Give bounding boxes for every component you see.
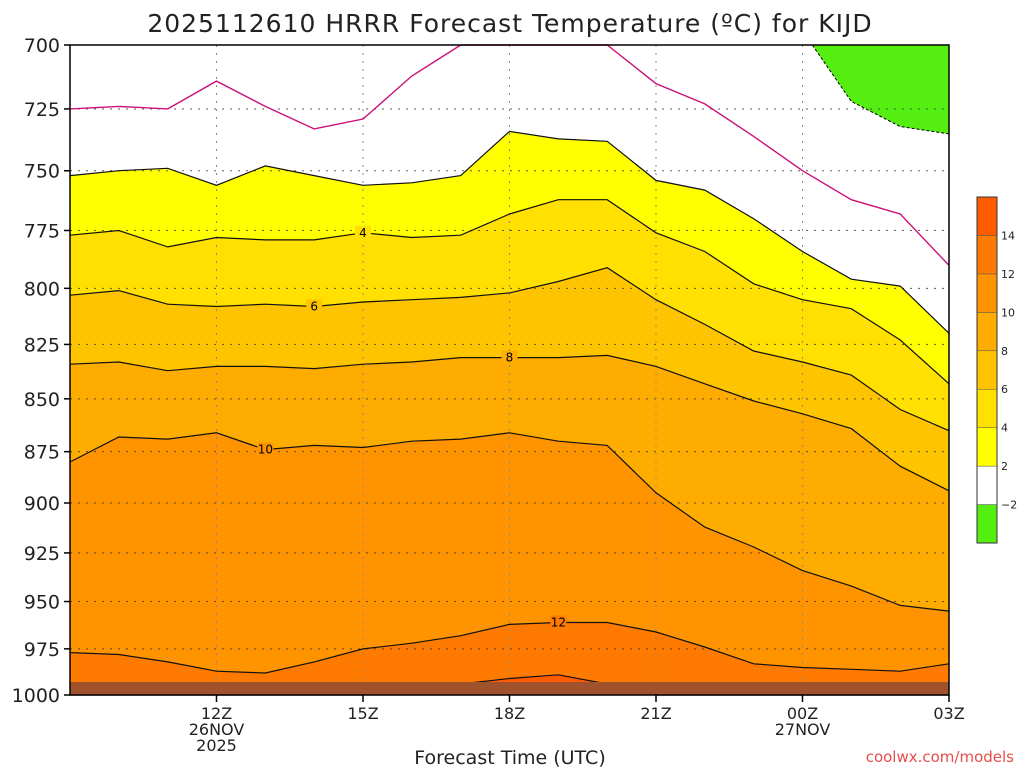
colorbar-tick-label: 12 bbox=[1001, 268, 1015, 281]
colorbar-swatch bbox=[976, 350, 998, 390]
contour-label-12: 12 bbox=[551, 616, 566, 630]
colorbar-tick-label: 4 bbox=[1001, 422, 1008, 435]
ytick-label-975: 975 bbox=[24, 639, 60, 661]
colorbar-tick-label: 14 bbox=[1001, 229, 1015, 242]
ytick-label-725: 725 bbox=[24, 99, 60, 121]
ytick-label-1000: 1000 bbox=[12, 685, 60, 707]
ytick-label-850: 850 bbox=[24, 389, 60, 411]
xtick-label-2025: 2025 bbox=[196, 736, 237, 755]
isotherm-10 bbox=[69, 432, 950, 612]
colorbar-tick-label: 6 bbox=[1001, 383, 1008, 396]
xtick-label-21Z: 21Z bbox=[640, 704, 671, 723]
ytick-label-875: 875 bbox=[24, 442, 60, 464]
colorbar: −2 2 4 6 8 10 12 14 bbox=[976, 196, 1017, 544]
contour-label-10: 10 bbox=[258, 443, 273, 457]
ytick-label-900: 900 bbox=[24, 493, 60, 515]
ground-layer bbox=[70, 682, 949, 695]
colorbar-tick-label: 8 bbox=[1001, 345, 1008, 358]
colorbar-tick-label: 10 bbox=[1001, 306, 1015, 319]
band-above-12 bbox=[70, 622, 949, 695]
ytick-label-750: 750 bbox=[24, 161, 60, 183]
colorbar-tick-label: −2 bbox=[1001, 499, 1017, 512]
colorbar-swatch bbox=[976, 427, 998, 467]
isotherm-12 bbox=[69, 621, 950, 674]
ytick-label-800: 800 bbox=[24, 278, 60, 300]
contour-label-6: 6 bbox=[310, 299, 318, 313]
ytick-label-925: 925 bbox=[24, 543, 60, 565]
isotherm-2 bbox=[69, 130, 950, 334]
ytick-label-775: 775 bbox=[24, 220, 60, 242]
colorbar-swatch bbox=[976, 388, 998, 428]
contour-label-bg-8 bbox=[501, 350, 518, 364]
colorbar-swatch bbox=[976, 465, 998, 505]
colorbar-frame bbox=[976, 196, 998, 544]
colorbar-swatch bbox=[976, 312, 998, 352]
ytick-label-825: 825 bbox=[24, 334, 60, 356]
contour-label-8: 8 bbox=[506, 351, 514, 365]
colorbar-tick-label: 2 bbox=[1001, 460, 1008, 473]
colorbar-swatch bbox=[976, 196, 998, 236]
ytick-label-950: 950 bbox=[24, 592, 60, 614]
axes: 7007257507758008258508759009259509751000… bbox=[12, 35, 965, 755]
band-above-10 bbox=[70, 432, 949, 695]
colorbar-swatch bbox=[976, 235, 998, 275]
xtick-label-12Z: 12Z bbox=[201, 704, 232, 723]
colorbar-swatch bbox=[976, 504, 998, 544]
xtick-label-27NOV: 27NOV bbox=[775, 720, 831, 739]
xtick-label-26NOV: 26NOV bbox=[189, 720, 245, 739]
isotherm-6 bbox=[69, 267, 950, 432]
contour-label-bg-4 bbox=[355, 225, 371, 239]
x-axis-label: Forecast Time (UTC) bbox=[414, 747, 605, 768]
contour-label-bg-10 bbox=[257, 442, 274, 456]
colorbar-swatch bbox=[976, 273, 998, 313]
xtick-label-18Z: 18Z bbox=[494, 704, 525, 723]
ground-strip bbox=[70, 682, 949, 695]
freezing-region bbox=[811, 44, 950, 135]
contour-labels: 4 6 8 10 12 bbox=[257, 225, 567, 630]
isotherm-4 bbox=[69, 199, 950, 385]
contour-label-4: 4 bbox=[359, 226, 367, 240]
xtick-label-03Z: 03Z bbox=[933, 704, 964, 723]
contour-label-bg-12 bbox=[550, 615, 567, 629]
xtick-label-15Z: 15Z bbox=[347, 704, 378, 723]
contour-label-bg-6 bbox=[306, 299, 323, 313]
xtick-label-00Z: 00Z bbox=[787, 704, 818, 723]
ytick-label-700: 700 bbox=[24, 35, 60, 57]
chart-title: 2025112610 HRRR Forecast Temperature (ºC… bbox=[147, 9, 872, 38]
credit-text: coolwx.com/models bbox=[866, 748, 1014, 766]
